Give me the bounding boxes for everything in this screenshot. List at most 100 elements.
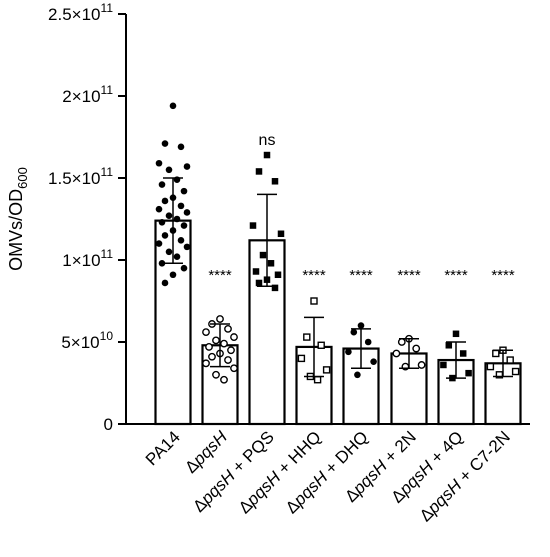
y-tick-exponent: 11 — [101, 247, 114, 261]
error-bars — [163, 177, 513, 379]
y-tick-base: 2.5×10 — [48, 5, 100, 24]
data-point — [158, 259, 166, 267]
data-point — [417, 361, 426, 369]
data-point — [177, 237, 185, 244]
y-tick-label: 5×1010 — [61, 329, 113, 352]
data-point — [259, 251, 267, 259]
y-tick-base: 0 — [104, 415, 113, 434]
y-tick-exponent: 11 — [101, 165, 114, 179]
significance-label: **** — [444, 267, 468, 284]
x-tick-label-suffix: PA14 — [142, 427, 184, 469]
data-point — [202, 328, 210, 337]
data-point — [161, 279, 169, 287]
data-point — [230, 364, 238, 373]
data-point — [252, 268, 260, 275]
data-point — [317, 341, 325, 349]
data-point — [263, 151, 271, 159]
y-tick-exponent: 11 — [101, 1, 114, 15]
data-point — [202, 359, 210, 368]
data-point — [173, 215, 181, 223]
data-point — [161, 232, 169, 239]
x-tick-label: ΔpqsH + HHQ — [235, 427, 325, 517]
data-point — [155, 159, 163, 167]
data-point — [165, 212, 173, 220]
y-tick-base: 1×10 — [62, 251, 100, 270]
data-point — [165, 166, 173, 174]
data-point — [452, 330, 460, 338]
y-tick-base: 5×10 — [61, 333, 99, 352]
data-point — [224, 324, 232, 333]
data-point — [183, 209, 191, 216]
data-point — [161, 140, 169, 147]
data-point — [465, 369, 472, 377]
data-point — [357, 322, 365, 329]
data-point — [277, 230, 285, 238]
data-point — [267, 260, 275, 267]
significance-label: **** — [302, 267, 326, 284]
y-tick-label: 2×1011 — [62, 83, 113, 106]
y-tick-label: 0 — [104, 415, 113, 434]
data-point — [165, 248, 173, 256]
x-tick-label-suffix: + 4Q — [424, 427, 467, 470]
data-point — [249, 222, 257, 229]
data-point — [230, 333, 238, 341]
significance-label: **** — [491, 267, 515, 284]
data-point — [180, 187, 188, 195]
y-tick-exponent: 11 — [101, 83, 114, 97]
x-tick-label-suffix: + 2N — [377, 427, 420, 470]
y-tick-exponent: 10 — [100, 329, 114, 343]
significance-label: ns — [259, 132, 276, 149]
data-point — [158, 181, 166, 188]
data-point — [224, 356, 232, 364]
data-point — [397, 338, 406, 346]
y-tick-base: 1.5×10 — [48, 169, 100, 188]
significance-label: **** — [397, 267, 421, 284]
y-tick-label: 1×1011 — [62, 247, 113, 270]
data-point — [169, 271, 177, 279]
significance-label: **** — [208, 267, 232, 284]
data-point — [208, 352, 216, 361]
data-point — [158, 218, 166, 226]
data-point — [440, 361, 447, 369]
data-point — [412, 344, 421, 353]
y-axis-title: OMVs/OD600 — [6, 167, 30, 271]
data-point — [212, 336, 220, 345]
data-point — [492, 349, 500, 358]
data-point — [350, 328, 358, 336]
data-point — [271, 284, 279, 292]
data-point — [212, 370, 220, 379]
data-point — [205, 343, 213, 351]
data-point — [173, 253, 181, 261]
data-point — [486, 362, 495, 371]
data-point — [177, 143, 185, 151]
significance-label: **** — [349, 267, 373, 284]
y-tick-label: 1.5×1011 — [48, 165, 113, 188]
data-point — [183, 243, 191, 251]
data-point — [370, 358, 377, 365]
data-point — [255, 168, 263, 175]
data-point — [180, 264, 188, 272]
data-point — [220, 375, 228, 384]
data-point — [310, 297, 318, 305]
data-point — [161, 197, 169, 205]
y-tick-label: 2.5×1011 — [48, 1, 113, 24]
data-point — [506, 356, 514, 364]
x-tick-label: ΔpqsH + PQS — [189, 427, 278, 516]
data-point — [183, 163, 191, 170]
data-point — [169, 102, 177, 110]
y-axis-title-subscript: 600 — [15, 167, 30, 189]
data-point — [445, 342, 453, 349]
data-point — [345, 348, 352, 356]
data-point — [392, 349, 401, 358]
data-point — [155, 205, 163, 213]
data-point — [511, 367, 520, 376]
y-tick-base: 2×10 — [62, 87, 100, 106]
data-point — [459, 350, 467, 357]
data-point — [303, 333, 311, 341]
data-point — [297, 354, 306, 363]
data-point — [313, 376, 322, 384]
data-point — [220, 339, 228, 348]
y-axis-title-main: OMVs/OD — [6, 189, 26, 271]
